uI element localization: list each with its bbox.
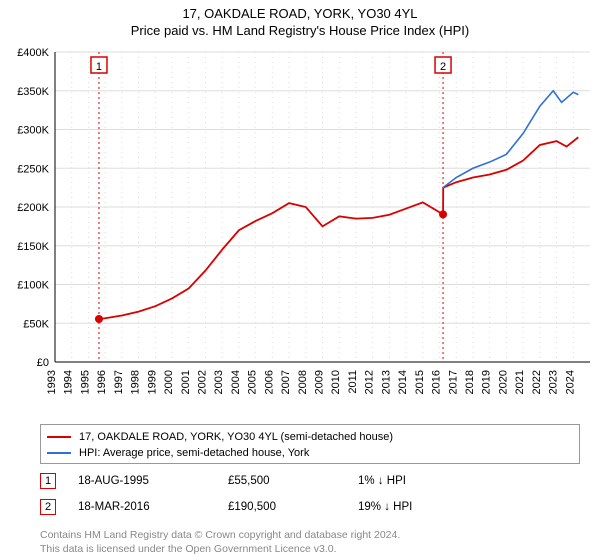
x-tick-label: 2009 <box>314 370 326 394</box>
page-root: 17, OAKDALE ROAD, YORK, YO30 4YL Price p… <box>0 0 600 560</box>
legend-label: 17, OAKDALE ROAD, YORK, YO30 4YL (semi-d… <box>79 431 393 443</box>
y-tick-label: £200K <box>17 202 49 214</box>
x-tick-label: 2008 <box>297 370 309 394</box>
x-tick-label: 2002 <box>196 370 208 394</box>
reference-marker-label: 1 <box>96 61 102 73</box>
y-tick-label: £150K <box>17 241 49 253</box>
x-tick-label: 2022 <box>531 370 543 394</box>
footer-line-2: This data is licensed under the Open Gov… <box>40 542 580 556</box>
y-tick-label: £50K <box>23 318 49 330</box>
x-tick-label: 2001 <box>180 370 192 394</box>
x-tick-label: 2016 <box>431 370 443 394</box>
transaction-date: 18-AUG-1995 <box>78 475 228 487</box>
legend: 17, OAKDALE ROAD, YORK, YO30 4YL (semi-d… <box>40 424 580 464</box>
legend-swatch <box>47 436 71 438</box>
x-tick-label: 2003 <box>213 370 225 394</box>
legend-item: 17, OAKDALE ROAD, YORK, YO30 4YL (semi-d… <box>47 429 573 445</box>
y-tick-label: £0 <box>37 357 49 369</box>
transaction-hpi: 19% ↓ HPI <box>358 501 508 513</box>
x-tick-label: 2005 <box>247 370 259 394</box>
x-tick-label: 2018 <box>464 370 476 394</box>
x-tick-label: 2010 <box>330 370 342 394</box>
x-tick-label: 2006 <box>263 370 275 394</box>
y-tick-label: £100K <box>17 280 49 292</box>
x-tick-label: 2000 <box>163 370 175 394</box>
y-tick-label: £350K <box>17 86 49 98</box>
transaction-price: £55,500 <box>228 475 358 487</box>
series-hpi <box>443 91 578 188</box>
legend-swatch <box>47 452 71 454</box>
x-tick-label: 1999 <box>146 370 158 394</box>
x-tick-label: 1994 <box>63 370 75 394</box>
x-tick-label: 2014 <box>397 370 409 394</box>
transaction-marker: 1 <box>40 473 56 489</box>
reference-marker-label: 2 <box>440 61 446 73</box>
footer-attribution: Contains HM Land Registry data © Crown c… <box>40 528 580 556</box>
transaction-table: 1 18-AUG-1995£55,5001% ↓ HPI 2 18-MAR-2016£… <box>40 468 580 520</box>
x-tick-label: 2013 <box>380 370 392 394</box>
chart-area: £0 £50K £100K £150K £200K £250K £300K £350K £400… <box>0 42 600 422</box>
x-tick-label: 2012 <box>364 370 376 394</box>
transaction-row: 1 18-AUG-1995£55,5001% ↓ HPI <box>40 468 580 494</box>
x-tick-label: 2004 <box>230 370 242 394</box>
chart-title: 17, OAKDALE ROAD, YORK, YO30 4YL <box>0 0 600 21</box>
x-tick-label: 1996 <box>96 370 108 394</box>
chart-subtitle: Price paid vs. HM Land Registry's House … <box>0 21 600 42</box>
x-tick-label: 2024 <box>564 370 576 394</box>
data-point-marker <box>95 315 103 323</box>
x-tick-label: 2015 <box>414 370 426 394</box>
x-tick-label: 2021 <box>514 370 526 394</box>
x-tick-label: 1998 <box>130 370 142 394</box>
x-tick-label: 2011 <box>347 370 359 394</box>
x-tick-label: 2007 <box>280 370 292 394</box>
x-tick-label: 2019 <box>481 370 493 394</box>
x-tick-label: 1993 <box>46 370 58 394</box>
transaction-date: 18-MAR-2016 <box>78 501 228 513</box>
data-point-marker <box>439 210 447 218</box>
transaction-price: £190,500 <box>228 501 358 513</box>
x-tick-label: 2020 <box>497 370 509 394</box>
series-price_paid <box>99 137 578 319</box>
transaction-row: 2 18-MAR-2016£190,50019% ↓ HPI <box>40 494 580 520</box>
x-tick-label: 2017 <box>447 370 459 394</box>
line-chart: £0 £50K £100K £150K £200K £250K £300K £350K £400… <box>0 42 600 422</box>
legend-item: HPI: Average price, semi-detached house,… <box>47 445 573 461</box>
x-tick-label: 2023 <box>548 370 560 394</box>
y-tick-label: £300K <box>17 125 49 137</box>
legend-label: HPI: Average price, semi-detached house,… <box>79 447 309 459</box>
transaction-hpi: 1% ↓ HPI <box>358 475 508 487</box>
footer-line-1: Contains HM Land Registry data © Crown c… <box>40 528 580 542</box>
y-tick-label: £400K <box>17 47 49 59</box>
x-tick-label: 1995 <box>79 370 91 394</box>
y-tick-label: £250K <box>17 163 49 175</box>
x-tick-label: 1997 <box>113 370 125 394</box>
transaction-marker: 2 <box>40 499 56 515</box>
